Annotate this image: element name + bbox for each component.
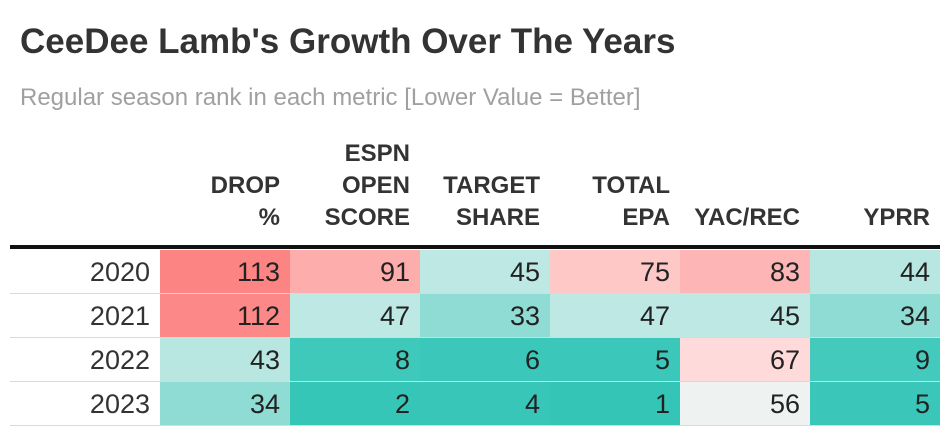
column-header: ESPN OPEN SCORE — [324, 140, 410, 231]
rank-cell: 112 — [160, 294, 290, 338]
rank-cell: 47 — [550, 294, 680, 338]
chart-title: CeeDee Lamb's Growth Over The Years — [20, 22, 676, 61]
rank-cell: 43 — [160, 338, 290, 382]
column-header: YPRR — [863, 204, 930, 231]
column-header: TARGET SHARE — [443, 172, 540, 231]
rank-cell: 9 — [810, 338, 940, 382]
rank-cell: 91 — [290, 250, 420, 294]
row-year-label: 2022 — [89, 345, 150, 375]
row-year-label: 2021 — [89, 301, 150, 331]
rank-cell: 4 — [420, 382, 550, 426]
column-header: YAC/REC — [694, 204, 800, 231]
rank-cell: 5 — [810, 382, 940, 426]
row-year-label: 2023 — [89, 389, 150, 419]
rank-cell: 33 — [420, 294, 550, 338]
rank-cell: 67 — [680, 338, 810, 382]
rank-cell: 5 — [550, 338, 680, 382]
row-divider — [10, 293, 940, 294]
table-row: 2021 112 47 33 47 45 34 — [10, 294, 940, 338]
table-row: 2023 34 2 4 1 56 5 — [10, 382, 940, 426]
rank-cell: 34 — [810, 294, 940, 338]
row-divider — [10, 337, 940, 338]
rank-cell: 47 — [290, 294, 420, 338]
chart-subtitle: Regular season rank in each metric [Lowe… — [20, 84, 641, 111]
row-year-label: 2020 — [89, 257, 150, 287]
rank-cell: 56 — [680, 382, 810, 426]
rank-cell: 45 — [420, 250, 550, 294]
rank-cell: 8 — [290, 338, 420, 382]
rank-cell: 113 — [160, 250, 290, 294]
rank-cell: 1 — [550, 382, 680, 426]
row-divider — [10, 381, 940, 382]
header-rule — [10, 245, 940, 249]
rank-cell: 2 — [290, 382, 420, 426]
rank-cell: 75 — [550, 250, 680, 294]
rank-cell: 34 — [160, 382, 290, 426]
row-divider — [10, 425, 940, 426]
table-row: 2022 43 8 6 5 67 9 — [10, 338, 940, 382]
column-header: TOTAL EPA — [592, 172, 670, 231]
rank-cell: 44 — [810, 250, 940, 294]
table-row: 2020 113 91 45 75 83 44 — [10, 250, 940, 294]
rank-cell: 45 — [680, 294, 810, 338]
rank-cell: 83 — [680, 250, 810, 294]
rank-cell: 6 — [420, 338, 550, 382]
table-header: DROP % ESPN OPEN SCORE TARGET SHARE TOTAL E… — [0, 134, 950, 234]
column-header: DROP % — [210, 172, 280, 231]
